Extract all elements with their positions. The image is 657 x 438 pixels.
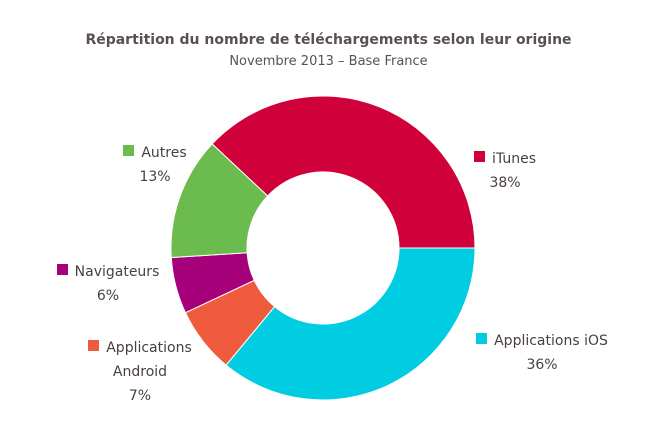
legend-marker (123, 145, 135, 156)
category-label: Applications Android (106, 340, 192, 380)
category-label: Applications iOS (494, 333, 608, 349)
legend-marker (474, 151, 486, 162)
slice-label: Navigateurs 6% (38, 260, 178, 308)
legend-marker (476, 333, 488, 344)
chart-subtitle: Novembre 2013 – Base France (229, 54, 428, 69)
donut-slice (170, 143, 269, 259)
slice-label: Applications Android 7% (75, 336, 205, 408)
chart-title: Répartition du nombre de téléchargements… (85, 32, 572, 48)
category-label: Navigateurs (74, 264, 160, 280)
slice-label: iTunes 38% (435, 147, 575, 195)
value-label: 38% (489, 175, 521, 191)
slice-label: Autres 13% (95, 141, 215, 189)
legend-marker (56, 264, 68, 275)
donut-slice (211, 95, 476, 249)
category-label: iTunes (492, 151, 536, 167)
legend-marker (88, 340, 100, 351)
category-label: Autres (141, 145, 187, 161)
value-label: 6% (96, 288, 120, 304)
value-label: 7% (128, 388, 152, 404)
donut-slice (225, 247, 476, 401)
value-label: 36% (526, 357, 558, 373)
slice-label: Applications iOS 36% (457, 329, 627, 377)
value-label: 13% (139, 169, 171, 185)
